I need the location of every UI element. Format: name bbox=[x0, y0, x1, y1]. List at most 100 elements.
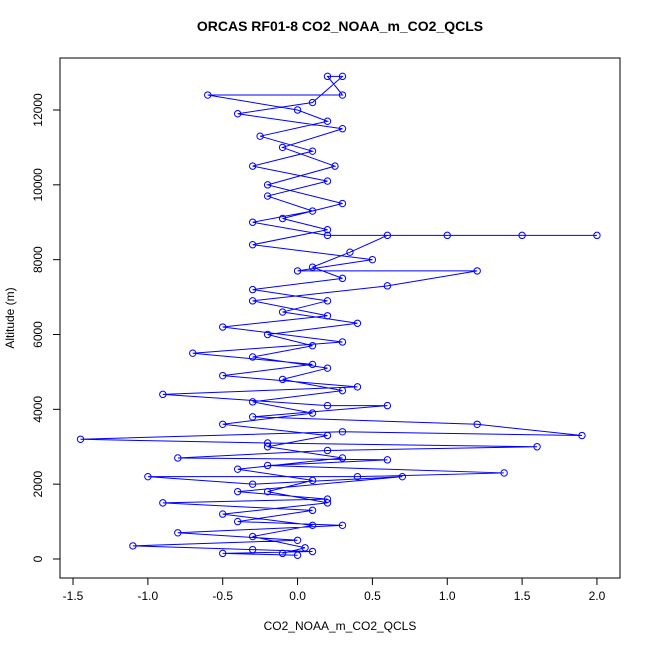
point bbox=[353, 383, 362, 391]
point bbox=[248, 218, 257, 226]
point bbox=[338, 125, 347, 133]
plot-frame bbox=[59, 57, 621, 579]
point bbox=[293, 267, 302, 275]
x-tick-label: -1.0 bbox=[138, 589, 159, 603]
point bbox=[159, 499, 167, 507]
point bbox=[301, 544, 309, 552]
point bbox=[263, 439, 272, 447]
point bbox=[219, 549, 227, 558]
y-tick-label: 0 bbox=[31, 555, 45, 562]
point bbox=[248, 545, 257, 554]
point bbox=[593, 231, 601, 240]
point bbox=[473, 420, 481, 428]
point bbox=[500, 469, 508, 477]
point bbox=[248, 413, 257, 421]
y-tick-label: 6000 bbox=[31, 321, 45, 348]
point bbox=[383, 401, 392, 410]
point bbox=[578, 431, 586, 440]
point bbox=[338, 386, 347, 395]
point bbox=[308, 547, 317, 556]
point bbox=[323, 297, 332, 305]
point bbox=[308, 506, 317, 515]
point bbox=[233, 487, 242, 496]
point bbox=[233, 465, 242, 473]
point bbox=[308, 342, 317, 350]
point bbox=[443, 231, 451, 240]
x-tick-label: 2.0 bbox=[589, 589, 606, 603]
point bbox=[256, 132, 264, 140]
point bbox=[323, 72, 332, 81]
point bbox=[204, 91, 212, 99]
point bbox=[323, 431, 332, 440]
x-tick-label: 1.5 bbox=[514, 589, 531, 603]
point bbox=[293, 536, 302, 544]
point bbox=[293, 106, 302, 114]
point bbox=[308, 409, 317, 417]
point bbox=[323, 446, 332, 455]
point bbox=[248, 532, 257, 541]
point bbox=[323, 499, 332, 507]
point bbox=[338, 454, 347, 462]
point bbox=[338, 199, 347, 208]
point bbox=[159, 390, 167, 399]
point bbox=[278, 375, 287, 384]
point bbox=[323, 177, 332, 185]
point bbox=[331, 162, 339, 170]
point bbox=[353, 472, 362, 481]
point bbox=[383, 231, 392, 240]
point bbox=[323, 401, 332, 410]
point bbox=[346, 248, 354, 256]
point bbox=[533, 443, 541, 451]
point bbox=[338, 338, 347, 346]
x-axis-label: CO2_NOAA_m_CO2_QCLS bbox=[264, 619, 417, 633]
point bbox=[278, 214, 287, 223]
point bbox=[383, 282, 392, 290]
point bbox=[338, 428, 347, 436]
point bbox=[233, 110, 242, 118]
y-tick-label: 2000 bbox=[31, 470, 45, 497]
point bbox=[248, 480, 257, 488]
y-tick-label: 4000 bbox=[31, 396, 45, 423]
point bbox=[278, 143, 287, 152]
point bbox=[308, 360, 317, 369]
point bbox=[518, 231, 526, 240]
point bbox=[338, 91, 347, 99]
point bbox=[383, 456, 392, 464]
point bbox=[248, 297, 257, 305]
point bbox=[323, 495, 332, 503]
point bbox=[129, 542, 137, 550]
point bbox=[323, 226, 332, 234]
x-tick-label: -1.5 bbox=[63, 589, 84, 603]
point bbox=[263, 487, 272, 496]
point bbox=[308, 98, 317, 107]
point bbox=[338, 72, 347, 81]
y-tick-label: 10000 bbox=[31, 168, 45, 202]
point bbox=[293, 551, 302, 559]
point bbox=[308, 207, 317, 215]
point bbox=[323, 231, 332, 240]
point bbox=[233, 517, 242, 526]
series-line bbox=[80, 75, 597, 556]
point bbox=[473, 267, 481, 275]
point bbox=[248, 353, 257, 361]
point bbox=[219, 420, 227, 428]
y-tick-label: 12000 bbox=[31, 93, 45, 127]
point bbox=[323, 364, 332, 372]
point bbox=[189, 349, 197, 357]
point bbox=[174, 529, 182, 537]
point bbox=[248, 162, 257, 170]
point bbox=[248, 241, 257, 249]
point bbox=[323, 117, 332, 125]
chart-title: ORCAS RF01-8 CO2_NOAA_m_CO2_QCLS bbox=[197, 18, 483, 34]
point bbox=[278, 308, 287, 316]
point bbox=[278, 549, 287, 558]
x-tick-label: 0.5 bbox=[364, 589, 381, 603]
point bbox=[263, 181, 272, 189]
point bbox=[398, 472, 407, 481]
point bbox=[219, 510, 227, 518]
point bbox=[144, 472, 152, 481]
point bbox=[308, 521, 317, 530]
point bbox=[338, 274, 347, 283]
y-axis-label: Altitude (m) bbox=[3, 287, 17, 348]
